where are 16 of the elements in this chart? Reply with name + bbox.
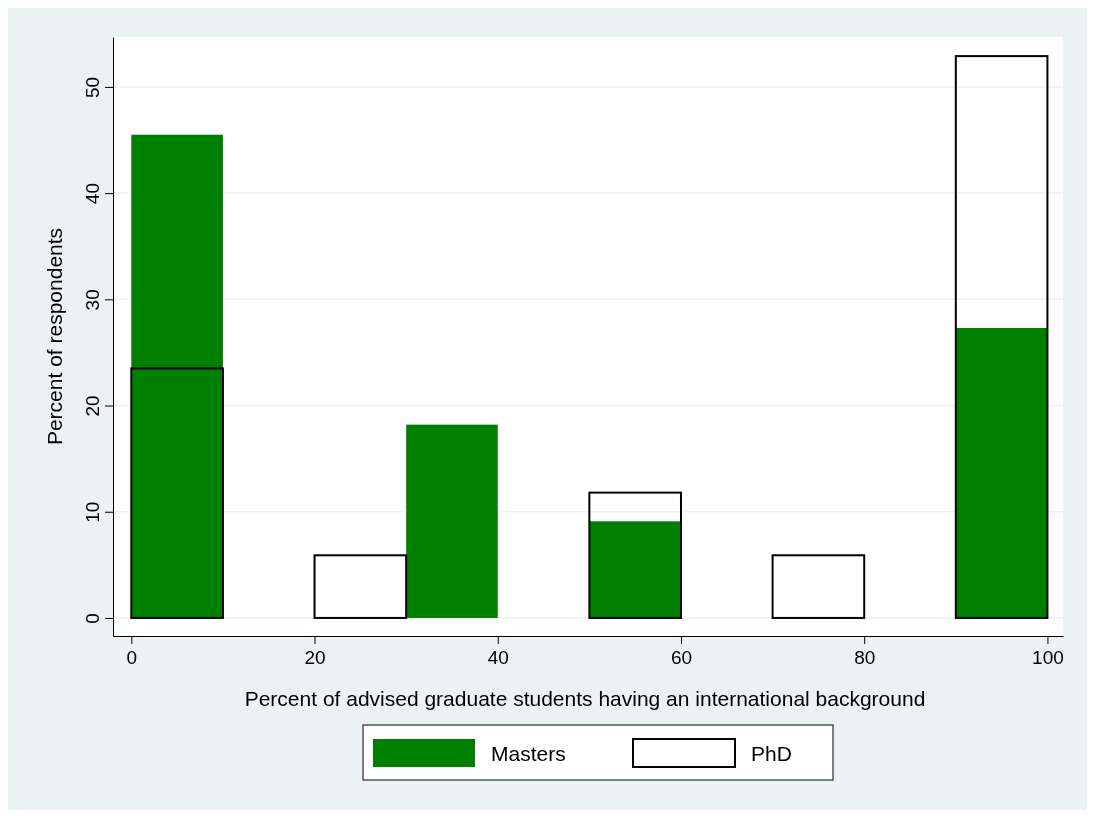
x-tick-label: 20: [304, 647, 326, 669]
x-axis-title: Percent of advised graduate students having an international background: [244, 687, 926, 710]
x-tick-label: 40: [487, 647, 509, 669]
x-tick-label: 0: [126, 647, 138, 669]
y-tick-label: 50: [82, 76, 104, 98]
x-tick-label: 60: [670, 647, 693, 669]
y-tick-label: 10: [82, 501, 104, 523]
y-tick-label: 20: [82, 395, 104, 417]
x-tick-label: 80: [854, 647, 876, 669]
legend-label: Masters: [491, 742, 566, 765]
x-tick-label: 100: [1032, 647, 1064, 669]
y-axis-title: Percent of respondents: [43, 227, 66, 446]
y-tick-label: 30: [82, 289, 104, 311]
legend-label: PhD: [751, 742, 792, 765]
y-tick-label: 0: [82, 613, 104, 624]
y-tick-label: 40: [82, 183, 104, 205]
